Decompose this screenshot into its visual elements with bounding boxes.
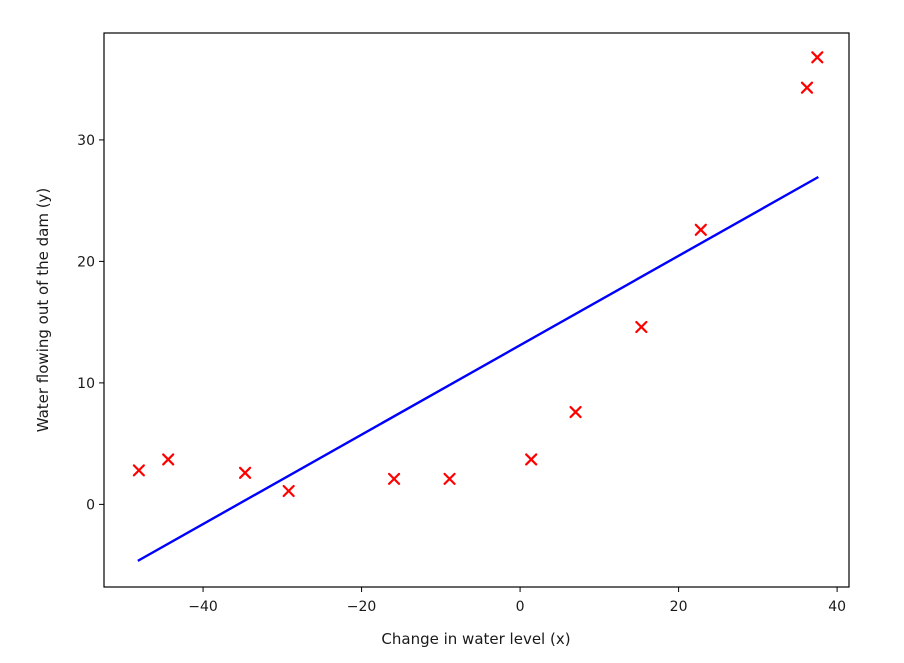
- y-tick-label: 30: [77, 133, 95, 149]
- data-point: [162, 453, 175, 466]
- y-tick-label: 10: [77, 376, 95, 392]
- data-point: [800, 81, 814, 94]
- y-axis: 0 10 20 30: [77, 133, 104, 513]
- x-tick-label: 40: [828, 599, 846, 615]
- x-tick-label: 20: [670, 599, 688, 615]
- data-point: [811, 51, 824, 64]
- y-tick-label: 20: [77, 254, 95, 270]
- data-point: [387, 472, 401, 485]
- data-point: [132, 464, 145, 477]
- axes-frame: [103, 32, 850, 588]
- x-tick-label: 0: [516, 599, 525, 615]
- x-tick-label: −20: [347, 599, 377, 615]
- data-point: [694, 223, 707, 236]
- data-point: [238, 466, 252, 479]
- data-point: [443, 472, 456, 485]
- data-point: [525, 453, 538, 466]
- x-tick-label: −40: [188, 599, 218, 615]
- data-point: [282, 484, 295, 498]
- plot-area: [132, 51, 824, 562]
- data-point: [635, 320, 648, 334]
- regression-line: [137, 175, 819, 562]
- y-axis-label: Water flowing out of the dam (y): [34, 188, 52, 433]
- y-tick-label: 0: [86, 497, 95, 513]
- x-axis-label: Change in water level (x): [381, 630, 570, 648]
- x-axis: −40 −20 0 20 40: [188, 587, 846, 615]
- data-point: [569, 405, 582, 419]
